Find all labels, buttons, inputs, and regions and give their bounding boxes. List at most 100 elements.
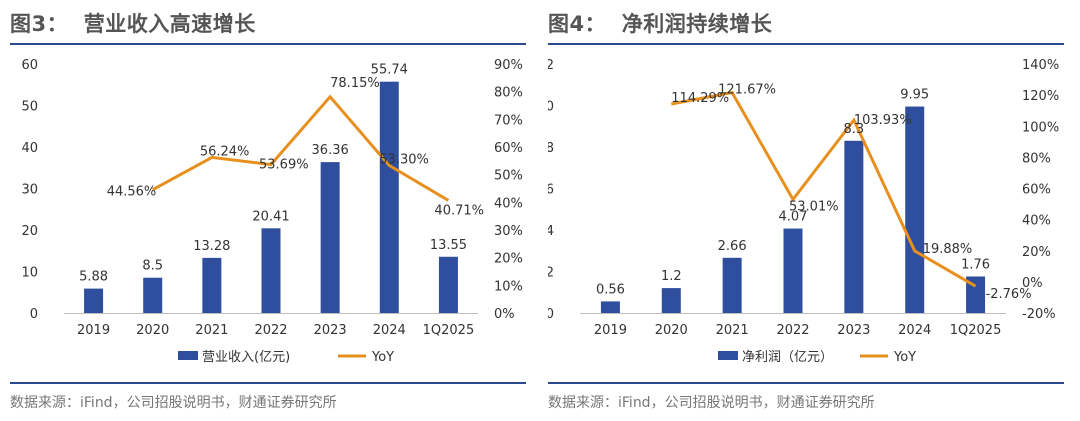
right-axis-tick-label: -20% [1022, 307, 1056, 322]
left-axis-tick-label: 12 [548, 58, 554, 73]
right-axis-tick-label: 90% [494, 58, 523, 73]
bar [905, 106, 925, 313]
source-divider [548, 382, 1064, 384]
x-axis-tick-label: 2022 [254, 323, 287, 338]
net-profit-chart-panel: 图4： 净利润持续增长 0 2 4 6 8 10 12 -20% 0% 20% 40% 60% 80% 1… [548, 0, 1074, 421]
source-divider [10, 382, 526, 384]
yoy-value-label: 53.69% [259, 157, 309, 172]
net-profit-combo-chart: 0 2 4 6 8 10 12 -20% 0% 20% 40% 60% 80% 100% 120% 140% 2… [548, 58, 1059, 365]
right-axis-tick-label: 50% [494, 169, 523, 184]
bar [966, 276, 986, 313]
x-axis-tick-label: 1Q2025 [423, 323, 475, 338]
right-axis-tick-label: 40% [494, 196, 523, 211]
bar-value-label: 9.95 [900, 88, 929, 103]
bar [438, 256, 458, 313]
bar-value-label: 20.41 [252, 209, 289, 224]
yoy-line [151, 94, 450, 202]
left-axis-tick-label: 2 [548, 266, 554, 281]
right-axis-tick-label: 140% [1022, 58, 1059, 73]
left-axis-tick-label: 20 [21, 224, 38, 239]
bar-value-label: 55.74 [371, 63, 408, 78]
chart-title: 图3： 营业收入高速增长 [10, 12, 256, 36]
x-axis-tick-label: 1Q2025 [950, 323, 1002, 338]
left-axis-tick-label: 0 [548, 307, 554, 322]
bar [261, 228, 281, 313]
x-axis-tick-label: 2021 [195, 323, 228, 338]
right-axis-tick-label: 0% [1022, 276, 1043, 291]
bar-value-label: 2.66 [718, 239, 747, 254]
x-axis-tick-label: 2024 [373, 323, 406, 338]
left-axis-tick-label: 60 [21, 58, 38, 73]
right-axis-tick-label: 20% [494, 252, 523, 267]
title-divider [548, 43, 1064, 45]
yoy-value-label: 19.88% [923, 242, 973, 257]
bar-value-label: 36.36 [312, 143, 349, 158]
yoy-value-label: 56.24% [200, 144, 250, 159]
revenue-chart-panel: 图3： 营业收入高速增长 0 10 20 30 40 50 60 0% 10% 20% 30% 40%… [10, 0, 536, 421]
x-axis-tick-label: 2024 [898, 323, 931, 338]
left-axis-tick-label: 0 [30, 307, 38, 322]
chart-title: 图4： 净利润持续增长 [548, 12, 773, 36]
legend-bar-label: 营业收入(亿元) [202, 350, 290, 365]
bar-value-label: 0.56 [596, 282, 625, 297]
bar-value-label: 1.76 [961, 257, 990, 272]
bar [600, 301, 620, 313]
x-axis-tick-label: 2019 [77, 323, 110, 338]
right-axis-tick-label: 40% [1022, 214, 1051, 229]
legend-line-label: YoY [371, 350, 394, 365]
bar [722, 257, 742, 313]
yoy-value-label: 53.01% [789, 199, 839, 214]
x-axis-tick-label: 2021 [716, 323, 749, 338]
yoy-value-label: 114.29% [671, 91, 729, 106]
x-axis-tick-label: 2023 [837, 323, 870, 338]
right-axis-tick-label: 30% [494, 224, 523, 239]
left-axis-tick-label: 4 [548, 224, 554, 239]
left-axis-tick-label: 30 [21, 183, 38, 198]
legend-bar-swatch [178, 351, 198, 360]
source-note: 数据来源：iFind，公司招股说明书，财通证券研究所 [548, 395, 875, 411]
bar-value-label: 13.28 [193, 239, 230, 254]
yoy-line [671, 90, 977, 288]
right-axis-tick-label: 80% [494, 86, 523, 101]
yoy-value-label: 40.71% [434, 203, 484, 218]
bar-value-label: 13.55 [430, 238, 467, 253]
bar [783, 228, 803, 313]
x-axis-tick-label: 2019 [594, 323, 627, 338]
bar-value-label: 4.07 [779, 210, 808, 225]
right-axis-tick-label: 70% [494, 113, 523, 128]
yoy-value-label: 121.67% [718, 83, 776, 98]
right-axis-tick-label: 60% [1022, 183, 1051, 198]
x-axis-tick-label: 2020 [655, 323, 688, 338]
right-axis-tick-label: 20% [1022, 245, 1051, 260]
legend-bar-label: 净利润（亿元） [742, 350, 833, 365]
left-axis-tick-label: 40 [21, 141, 38, 156]
left-axis-tick-label: 8 [548, 141, 554, 156]
bar-value-label: 8.3 [844, 122, 865, 137]
yoy-value-label: 44.56% [107, 185, 157, 200]
legend-bar-swatch [718, 351, 738, 360]
title-divider [10, 43, 526, 45]
yoy-value-label: -2.76% [986, 287, 1032, 302]
x-axis-tick-label: 2023 [314, 323, 347, 338]
left-axis-tick-label: 6 [548, 183, 554, 198]
left-axis-tick-label: 10 [548, 100, 554, 115]
bar [661, 288, 681, 313]
x-axis-tick-label: 2020 [136, 323, 169, 338]
bar [143, 277, 163, 313]
bar [844, 140, 864, 313]
bar [202, 257, 222, 313]
right-axis-tick-label: 120% [1022, 89, 1059, 104]
x-axis-tick-label: 2022 [776, 323, 809, 338]
legend-line-label: YoY [893, 350, 916, 365]
bar [379, 81, 399, 313]
left-axis-tick-label: 10 [21, 266, 38, 281]
yoy-value-label: 53.30% [379, 153, 429, 168]
bar-value-label: 1.2 [661, 269, 682, 284]
right-axis-tick-label: 80% [1022, 151, 1051, 166]
right-axis-tick-label: 60% [494, 141, 523, 156]
source-note: 数据来源：iFind，公司招股说明书，财通证券研究所 [10, 395, 337, 411]
right-axis-tick-label: 0% [494, 307, 515, 322]
bar-value-label: 5.88 [79, 270, 108, 285]
bar-value-label: 8.5 [142, 259, 163, 274]
right-axis-tick-label: 100% [1022, 120, 1059, 135]
